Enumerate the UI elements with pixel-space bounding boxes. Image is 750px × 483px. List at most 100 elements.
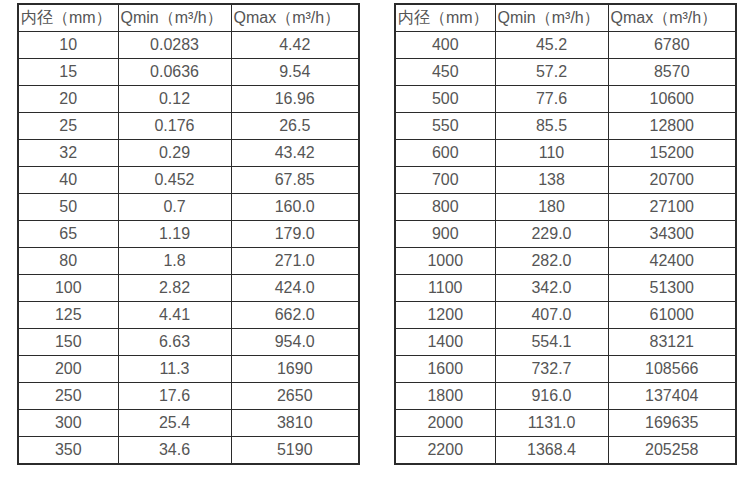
cell-qmin: 1368.4	[495, 437, 608, 465]
cell-qmax: 205258	[608, 437, 736, 465]
header-row: 内径（mm）Qmin（m³/h）Qmax（m³/h）	[395, 4, 736, 32]
cell-qmax: 271.0	[231, 248, 359, 275]
cell-qmin: 1.19	[118, 221, 231, 248]
table-row: 250.17626.5	[18, 113, 359, 140]
header-row: 内径（mm）Qmin（m³/h）Qmax（m³/h）	[18, 4, 359, 32]
cell-qmax: 83121	[608, 329, 736, 356]
cell-qmin: 77.6	[495, 86, 608, 113]
cell-qmax: 27100	[608, 194, 736, 221]
cell-diameter: 65	[18, 221, 118, 248]
cell-diameter: 1200	[395, 302, 495, 329]
cell-qmax: 12800	[608, 113, 736, 140]
cell-qmin: 229.0	[495, 221, 608, 248]
flow-table-left: 内径（mm）Qmin（m³/h）Qmax（m³/h） 100.02834.421…	[17, 3, 360, 465]
cell-qmin: 0.0636	[118, 59, 231, 86]
cell-qmax: 15200	[608, 140, 736, 167]
cell-qmin: 0.452	[118, 167, 231, 194]
cell-qmax: 16.96	[231, 86, 359, 113]
cell-diameter: 25	[18, 113, 118, 140]
cell-qmin: 17.6	[118, 383, 231, 410]
cell-diameter: 1800	[395, 383, 495, 410]
cell-qmax: 26.5	[231, 113, 359, 140]
cell-diameter: 1100	[395, 275, 495, 302]
cell-qmax: 169635	[608, 410, 736, 437]
table-row: 200.1216.96	[18, 86, 359, 113]
table-row: 1002.82424.0	[18, 275, 359, 302]
table-row: 30025.43810	[18, 410, 359, 437]
cell-qmin: 282.0	[495, 248, 608, 275]
column-header-diameter: 内径（mm）	[395, 4, 495, 32]
cell-qmin: 45.2	[495, 32, 608, 59]
cell-qmin: 0.7	[118, 194, 231, 221]
cell-diameter: 300	[18, 410, 118, 437]
cell-qmax: 43.42	[231, 140, 359, 167]
cell-qmax: 160.0	[231, 194, 359, 221]
table-row: 100.02834.42	[18, 32, 359, 59]
table-row: 1200407.061000	[395, 302, 736, 329]
cell-qmin: 34.6	[118, 437, 231, 465]
cell-qmax: 4.42	[231, 32, 359, 59]
cell-diameter: 700	[395, 167, 495, 194]
cell-qmin: 180	[495, 194, 608, 221]
table-row: 60011015200	[395, 140, 736, 167]
cell-qmax: 137404	[608, 383, 736, 410]
table-row: 400.45267.85	[18, 167, 359, 194]
table-row: 50077.610600	[395, 86, 736, 113]
cell-diameter: 80	[18, 248, 118, 275]
cell-qmin: 554.1	[495, 329, 608, 356]
cell-qmin: 0.12	[118, 86, 231, 113]
cell-diameter: 1000	[395, 248, 495, 275]
table-header: 内径（mm）Qmin（m³/h）Qmax（m³/h）	[395, 4, 736, 32]
cell-qmax: 3810	[231, 410, 359, 437]
cell-qmin: 4.41	[118, 302, 231, 329]
table-row: 900229.034300	[395, 221, 736, 248]
cell-diameter: 100	[18, 275, 118, 302]
table-row: 35034.65190	[18, 437, 359, 465]
column-header-qmin: Qmin（m³/h）	[495, 4, 608, 32]
cell-diameter: 600	[395, 140, 495, 167]
cell-qmin: 732.7	[495, 356, 608, 383]
cell-diameter: 900	[395, 221, 495, 248]
cell-qmin: 2.82	[118, 275, 231, 302]
table-body: 40045.2678045057.2857050077.61060055085.…	[395, 32, 736, 465]
cell-qmax: 108566	[608, 356, 736, 383]
flow-tables-container: 内径（mm）Qmin（m³/h）Qmax（m³/h） 100.02834.421…	[17, 3, 737, 465]
flow-table-right: 内径（mm）Qmin（m³/h）Qmax（m³/h） 40045.2678045…	[394, 3, 737, 465]
cell-diameter: 350	[18, 437, 118, 465]
column-header-diameter: 内径（mm）	[18, 4, 118, 32]
table-row: 20001131.0169635	[395, 410, 736, 437]
table-row: 150.06369.54	[18, 59, 359, 86]
table-row: 20011.31690	[18, 356, 359, 383]
cell-diameter: 450	[395, 59, 495, 86]
cell-diameter: 200	[18, 356, 118, 383]
table-row: 22001368.4205258	[395, 437, 736, 465]
cell-diameter: 150	[18, 329, 118, 356]
table-row: 55085.512800	[395, 113, 736, 140]
cell-qmin: 85.5	[495, 113, 608, 140]
table-row: 320.2943.42	[18, 140, 359, 167]
cell-qmax: 42400	[608, 248, 736, 275]
cell-diameter: 400	[395, 32, 495, 59]
cell-diameter: 1400	[395, 329, 495, 356]
cell-qmin: 138	[495, 167, 608, 194]
cell-qmin: 1131.0	[495, 410, 608, 437]
cell-qmax: 8570	[608, 59, 736, 86]
cell-qmax: 1690	[231, 356, 359, 383]
cell-qmin: 25.4	[118, 410, 231, 437]
cell-qmax: 61000	[608, 302, 736, 329]
cell-diameter: 40	[18, 167, 118, 194]
cell-qmax: 34300	[608, 221, 736, 248]
cell-diameter: 800	[395, 194, 495, 221]
table-header: 内径（mm）Qmin（m³/h）Qmax（m³/h）	[18, 4, 359, 32]
cell-qmax: 424.0	[231, 275, 359, 302]
table-row: 80018027100	[395, 194, 736, 221]
cell-diameter: 50	[18, 194, 118, 221]
cell-qmax: 67.85	[231, 167, 359, 194]
cell-diameter: 32	[18, 140, 118, 167]
table-row: 801.8271.0	[18, 248, 359, 275]
cell-qmax: 662.0	[231, 302, 359, 329]
cell-qmin: 407.0	[495, 302, 608, 329]
column-header-qmax: Qmax（m³/h）	[608, 4, 736, 32]
column-header-qmax: Qmax（m³/h）	[231, 4, 359, 32]
cell-diameter: 10	[18, 32, 118, 59]
